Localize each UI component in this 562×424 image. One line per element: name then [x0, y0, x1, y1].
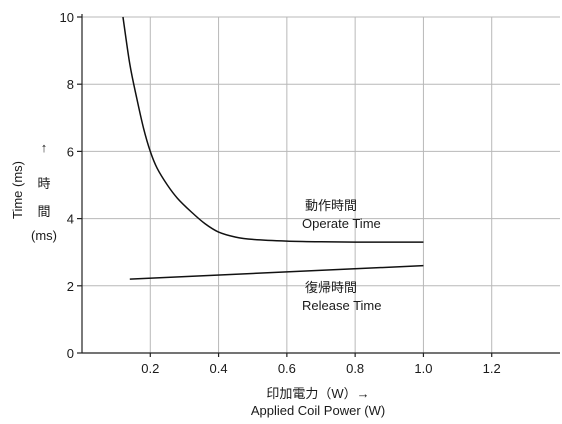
y-tick-label: 0: [67, 346, 74, 361]
series: [122, 16, 424, 280]
x-axis-label-en: Applied Coil Power (W): [251, 403, 385, 418]
x-tick-labels: 0.2 0.4 0.6 0.8 1.0 1.2: [141, 353, 501, 376]
y-axis-label-unit: (ms): [31, 228, 57, 243]
operate-time-line: [122, 16, 424, 243]
y-axis-label-en: Time (ms): [10, 161, 25, 219]
operate-label-en: Operate Time: [302, 216, 381, 231]
y-axis-label-arrow: ↑: [41, 140, 48, 155]
y-tick-labels: 0 2 4 6 8 10: [60, 10, 82, 361]
release-time-line: [129, 264, 424, 280]
x-tick-label: 1.2: [483, 361, 501, 376]
y-tick-label: 4: [67, 212, 74, 227]
x-tick-label: 1.0: [414, 361, 432, 376]
y-tick-label: 8: [67, 77, 74, 92]
release-label-en: Release Time: [302, 298, 381, 313]
grid: [82, 16, 560, 353]
x-tick-label: 0.8: [346, 361, 364, 376]
x-tick-label: 0.6: [278, 361, 296, 376]
release-label-ja: 復帰時間: [305, 280, 357, 295]
y-axis-label-ja-1: 時: [37, 176, 50, 191]
y-axis-label-ja-2: 間: [37, 204, 50, 219]
axes: [81, 14, 560, 354]
x-tick-label: 0.2: [141, 361, 159, 376]
y-tick-label: 2: [67, 279, 74, 294]
x-tick-label: 0.4: [210, 361, 228, 376]
operate-label-ja: 動作時間: [305, 198, 357, 213]
y-tick-label: 6: [67, 144, 74, 159]
x-axis-label-ja: 印加電力（W）→: [266, 386, 369, 401]
y-tick-label: 10: [60, 10, 74, 25]
